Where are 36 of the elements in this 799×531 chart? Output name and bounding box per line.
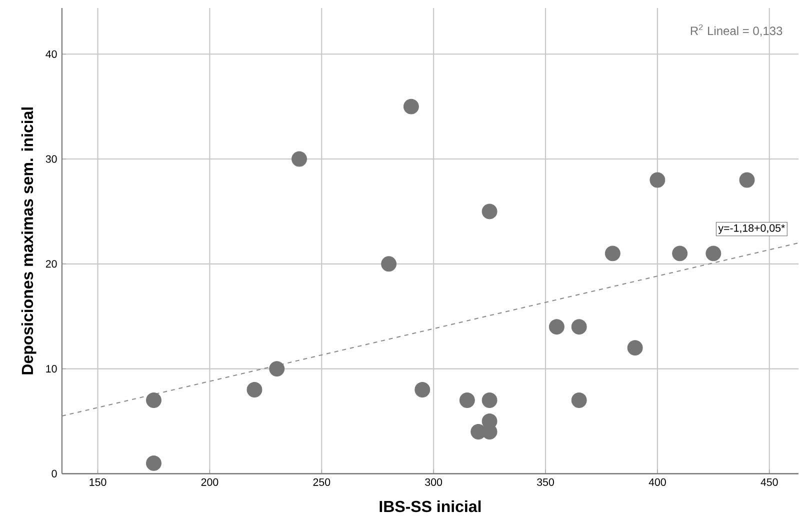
- point: [292, 151, 307, 167]
- x-tick-label: 150: [90, 478, 106, 486]
- point: [672, 246, 688, 262]
- point: [459, 392, 475, 408]
- y-tick-label: 30: [46, 155, 57, 163]
- point: [650, 172, 666, 188]
- point: [246, 382, 262, 398]
- annotation: R$^{2}$ Lineal = 0,133: [690, 24, 782, 37]
- point: [414, 382, 430, 398]
- point: [482, 392, 498, 408]
- x-tick-label: 350: [537, 478, 554, 486]
- point: [604, 246, 620, 262]
- point: [739, 172, 755, 188]
- point: [482, 204, 498, 220]
- point: [146, 456, 162, 472]
- x-tick-label: 450: [760, 478, 778, 486]
- point: [571, 392, 587, 408]
- point: [627, 340, 643, 356]
- y-tick-label: 20: [46, 260, 57, 268]
- point: [571, 319, 587, 335]
- point: [403, 99, 419, 114]
- point: [269, 361, 285, 377]
- point: [706, 246, 722, 262]
- x-axis-title: IBS-SS inicial: [380, 500, 481, 512]
- x-tick-label: 250: [313, 478, 330, 486]
- point: [146, 392, 162, 408]
- point: [548, 319, 564, 335]
- x-tick-label: 400: [648, 478, 666, 486]
- x-tick-label: 300: [425, 478, 442, 486]
- point: [381, 256, 397, 272]
- x-tick-label: 200: [201, 478, 218, 486]
- annotation: y=-1,18+0,05*: [718, 224, 785, 234]
- y-tick-label: 40: [46, 50, 57, 58]
- y-tick-label: 10: [46, 365, 57, 373]
- y-axis-title: Deposiciones maximas sem. inicial: [21, 108, 36, 374]
- y-tick-label: 0: [52, 470, 57, 478]
